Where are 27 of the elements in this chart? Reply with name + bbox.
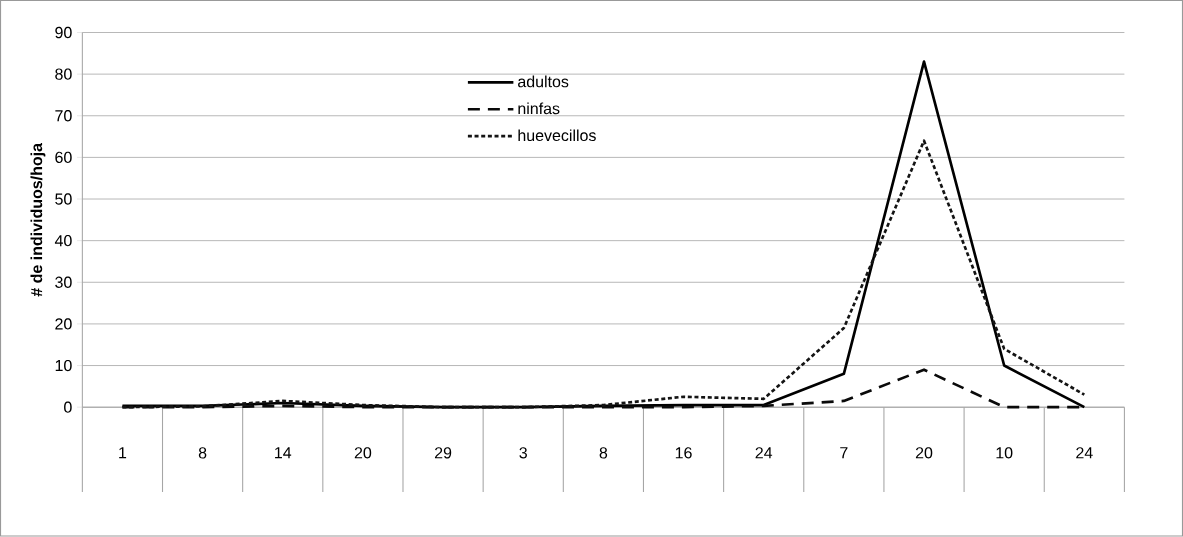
x-tick-label: 16 <box>675 447 692 459</box>
y-tick-label: 20 <box>55 318 72 330</box>
y-tick-label: 10 <box>55 360 72 372</box>
x-tick-label: 20 <box>915 447 933 459</box>
x-tick-label: 1 <box>119 447 127 459</box>
y-tick-label: 0 <box>64 401 72 414</box>
y-tick-label: 80 <box>55 68 72 80</box>
x-tick-label: 3 <box>519 447 527 459</box>
x-tick-label: 10 <box>996 447 1013 459</box>
x-tick-label: 29 <box>434 447 452 459</box>
x-tick-label: 14 <box>275 447 292 459</box>
y-tick-label: 30 <box>55 276 72 289</box>
y-tick-label: 40 <box>54 235 72 247</box>
x-tick-label: 24 <box>755 447 773 459</box>
y-axis-title: # de individuos/hoja <box>30 143 46 297</box>
y-tick-label: 50 <box>55 193 72 205</box>
legend-label: huevecillos <box>518 129 596 142</box>
x-tick-label: 20 <box>354 447 372 459</box>
legend-label: ninfas <box>518 102 560 115</box>
y-tick-label: 70 <box>55 110 72 122</box>
y-tick-label: 90 <box>55 27 72 39</box>
y-tick-label: 60 <box>55 151 72 164</box>
legend-label: adultos <box>518 75 569 88</box>
x-tick-label: 24 <box>1076 447 1093 459</box>
x-tick-label: 8 <box>198 447 207 459</box>
x-tick-label: 7 <box>840 447 848 459</box>
x-tick-label: 8 <box>599 447 608 459</box>
